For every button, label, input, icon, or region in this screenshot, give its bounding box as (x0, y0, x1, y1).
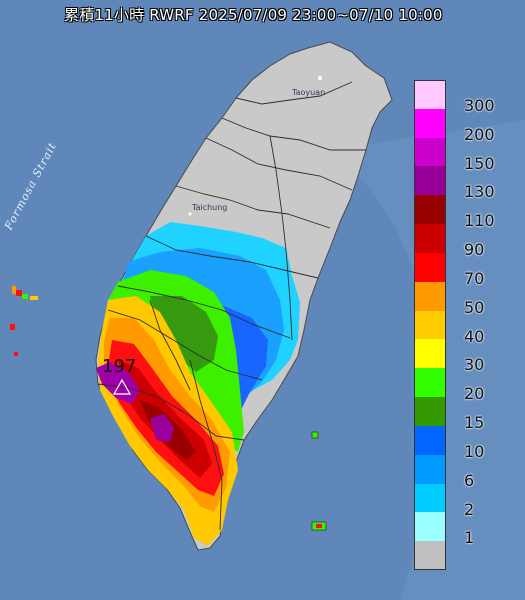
penghu-island (14, 352, 18, 356)
place-label-taoyuan: Taoyuan (292, 88, 326, 97)
rain-area-130mm (150, 414, 174, 442)
legend-item: 200 (414, 108, 514, 144)
legend-item: 90 (414, 224, 514, 259)
legend-label: 130 (464, 182, 495, 202)
legend-swatch (414, 425, 446, 455)
legend-label: 30 (464, 355, 485, 375)
legend-item: 6 (414, 454, 514, 490)
legend-label: 110 (464, 211, 495, 231)
legend-swatch (414, 483, 446, 513)
penghu-island (30, 296, 38, 300)
legend-item: 1 (414, 512, 514, 547)
legend-swatch (414, 166, 446, 196)
legend-swatch (414, 137, 446, 167)
legend-item: 50 (414, 281, 514, 317)
legend-item: 10 (414, 425, 514, 461)
legend-swatch (414, 454, 446, 484)
taipei-marker (318, 76, 322, 80)
sea-shade (330, 120, 525, 600)
legend-item: 20 (414, 368, 514, 403)
legend-item: 40 (414, 310, 514, 346)
legend-label: 70 (464, 268, 485, 288)
legend-label: 90 (464, 240, 485, 260)
legend-swatch (414, 397, 446, 426)
legend-label: 40 (464, 326, 485, 346)
legend-label: 300 (464, 96, 495, 115)
green-island (316, 524, 322, 528)
legend-label: 50 (464, 297, 485, 317)
legend-item: 30 (414, 339, 514, 374)
legend-swatch (414, 108, 446, 138)
max-rain-marker (112, 378, 132, 395)
legend-label: 10 (464, 441, 485, 461)
turtle-islet (311, 431, 319, 439)
legend-label: 1 (464, 528, 475, 548)
legend-item: 150 (414, 137, 514, 173)
legend-swatch (414, 252, 446, 282)
legend-label: 20 (464, 384, 485, 404)
penghu-island (22, 294, 28, 299)
county-boundaries (97, 81, 366, 531)
legend-swatch (414, 512, 446, 542)
legend-swatch (414, 281, 446, 311)
legend-swatch (414, 339, 446, 369)
legend-item: 2 (414, 483, 514, 519)
legend-label: 2 (464, 499, 475, 519)
legend-label: 6 (464, 470, 475, 490)
map-title: 累積11小時 RWRF 2025/07/09 23:00~07/10 10:00 (64, 6, 443, 24)
penghu-island (12, 286, 16, 294)
penghu-island (16, 290, 22, 296)
taichung-marker (188, 212, 192, 216)
legend-swatch (414, 195, 446, 225)
legend-swatch (414, 541, 446, 570)
legend-item: 70 (414, 252, 514, 288)
legend-item (414, 541, 514, 570)
legend-item: 130 (414, 166, 514, 201)
legend-item: 110 (414, 195, 514, 230)
max-rain-value: 197 (102, 356, 137, 377)
legend-label: 150 (464, 153, 495, 173)
penghu-island (10, 324, 15, 330)
rain-area-15mm (150, 296, 218, 372)
legend-item: 300 (414, 80, 514, 115)
legend-swatch (414, 368, 446, 398)
place-label-taichung: Taichung (192, 203, 228, 212)
legend-label: 15 (464, 413, 485, 433)
legend-item: 15 (414, 397, 514, 432)
legend-swatch (414, 310, 446, 340)
legend-swatch (414, 80, 446, 109)
legend-label: 200 (464, 124, 495, 144)
legend-swatch (414, 224, 446, 253)
